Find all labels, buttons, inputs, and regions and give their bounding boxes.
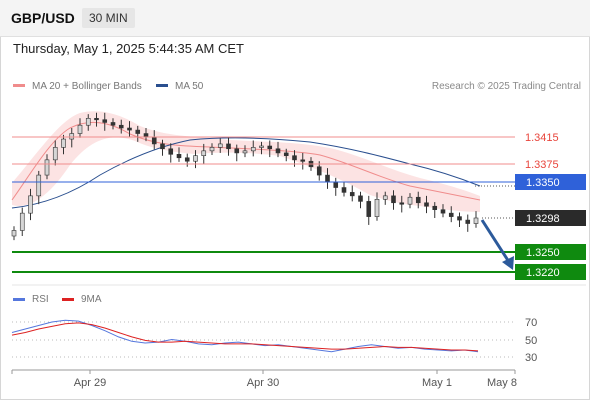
candle-body <box>69 133 75 140</box>
forecast-arrow-head <box>502 256 514 270</box>
candle-body <box>209 147 215 152</box>
x-label-may8: May 8 <box>487 377 517 389</box>
candle-body <box>333 181 339 188</box>
candle-body <box>325 174 330 183</box>
candle-body <box>300 159 306 162</box>
rsi-swatch <box>13 298 25 301</box>
candle-body <box>292 155 297 161</box>
rsi-ma-legend-label: 9MA <box>81 294 102 305</box>
candle-body <box>457 216 462 221</box>
candle-body <box>110 122 116 126</box>
rsi-50-label: 50 <box>525 335 537 347</box>
candle-body <box>135 129 141 134</box>
support-2-label: 1.3220 <box>526 267 560 279</box>
forecast-arrow-shaft <box>480 219 511 263</box>
timeframe-badge[interactable]: 30 MIN <box>82 8 135 28</box>
timestamp: Thursday, May 1, 2025 5:44:35 AM CET <box>13 41 244 56</box>
candle-body <box>143 133 149 138</box>
candle-body <box>226 143 231 150</box>
candle-body <box>160 143 165 150</box>
legend-ma20: MA 20 + Bollinger Bands <box>13 81 142 92</box>
ma20-line <box>11 121 481 201</box>
x-label-may1: May 1 <box>422 377 452 389</box>
rsi-30-label: 30 <box>525 352 537 364</box>
last-price-tag <box>515 210 586 226</box>
rsi-legend-label: RSI <box>32 294 49 305</box>
support-2-tag <box>515 264 586 280</box>
symbol-title: GBP/USD <box>11 10 75 26</box>
candle-body <box>11 230 17 237</box>
candle-body <box>61 138 66 148</box>
candlestick-series <box>11 112 479 241</box>
candle-body <box>374 199 380 217</box>
candle-body <box>366 201 372 217</box>
candle-body <box>259 145 264 148</box>
candle-body <box>267 145 273 150</box>
chart-header: GBP/USD 30 MIN <box>0 0 590 37</box>
candle-body <box>382 195 388 200</box>
candle-body <box>250 147 256 152</box>
rsi-ma-swatch <box>62 298 74 301</box>
candle-body <box>118 124 124 129</box>
candle-body <box>44 159 50 176</box>
candle-body <box>127 127 132 131</box>
resistance-1-label: 1.3375 <box>525 159 559 171</box>
ma50-swatch <box>156 83 168 87</box>
candle-body <box>391 195 396 204</box>
legend-ma50: MA 50 <box>156 81 203 92</box>
candle-body <box>102 119 108 123</box>
candle-body <box>94 118 99 121</box>
candle-body <box>407 196 413 205</box>
candle-body <box>151 136 157 145</box>
candle-body <box>52 147 58 161</box>
candle-body <box>275 148 281 154</box>
last-price-label: 1.3298 <box>526 213 560 225</box>
candle-body <box>283 152 289 156</box>
candle-body <box>19 212 25 231</box>
support-1-label: 1.3250 <box>526 247 560 259</box>
candle-body <box>217 143 223 148</box>
candle-body <box>77 124 83 134</box>
x-label-apr29: Apr 29 <box>74 377 106 389</box>
candle-body <box>242 150 248 154</box>
candle-body <box>234 148 240 154</box>
support-1-tag <box>515 244 586 260</box>
ma50-price-tag <box>515 174 586 190</box>
candle-body <box>28 195 33 214</box>
candle-body <box>399 202 405 205</box>
candle-body <box>316 166 322 176</box>
rsi-70-label: 70 <box>525 317 537 329</box>
candle-body <box>85 118 91 126</box>
ma50-value-label: 1.3350 <box>526 177 560 189</box>
candle-body <box>358 195 363 202</box>
candle-body <box>193 155 198 162</box>
candle-body <box>201 150 207 156</box>
candle-body <box>424 202 429 207</box>
legend-ma20-label: MA 20 + Bollinger Bands <box>32 81 142 92</box>
candle-body <box>184 157 190 162</box>
x-label-apr30: Apr 30 <box>247 377 279 389</box>
candle-body <box>176 154 182 159</box>
candle-body <box>168 148 174 155</box>
candle-body <box>432 205 438 210</box>
candle-body <box>341 187 347 193</box>
candle-body <box>473 217 479 224</box>
candle-body <box>36 174 42 197</box>
candle-body <box>440 209 446 214</box>
legend-ma50-label: MA 50 <box>175 81 204 92</box>
candle-body <box>349 192 355 197</box>
rsi-ma-line <box>11 322 479 352</box>
candle-body <box>415 196 421 204</box>
candle-body <box>448 212 454 217</box>
ma20-swatch <box>13 83 25 87</box>
candle-body <box>465 219 471 224</box>
resistance-2-label: 1.3415 <box>525 132 559 144</box>
research-credit: Research © 2025 Trading Central <box>431 81 581 92</box>
